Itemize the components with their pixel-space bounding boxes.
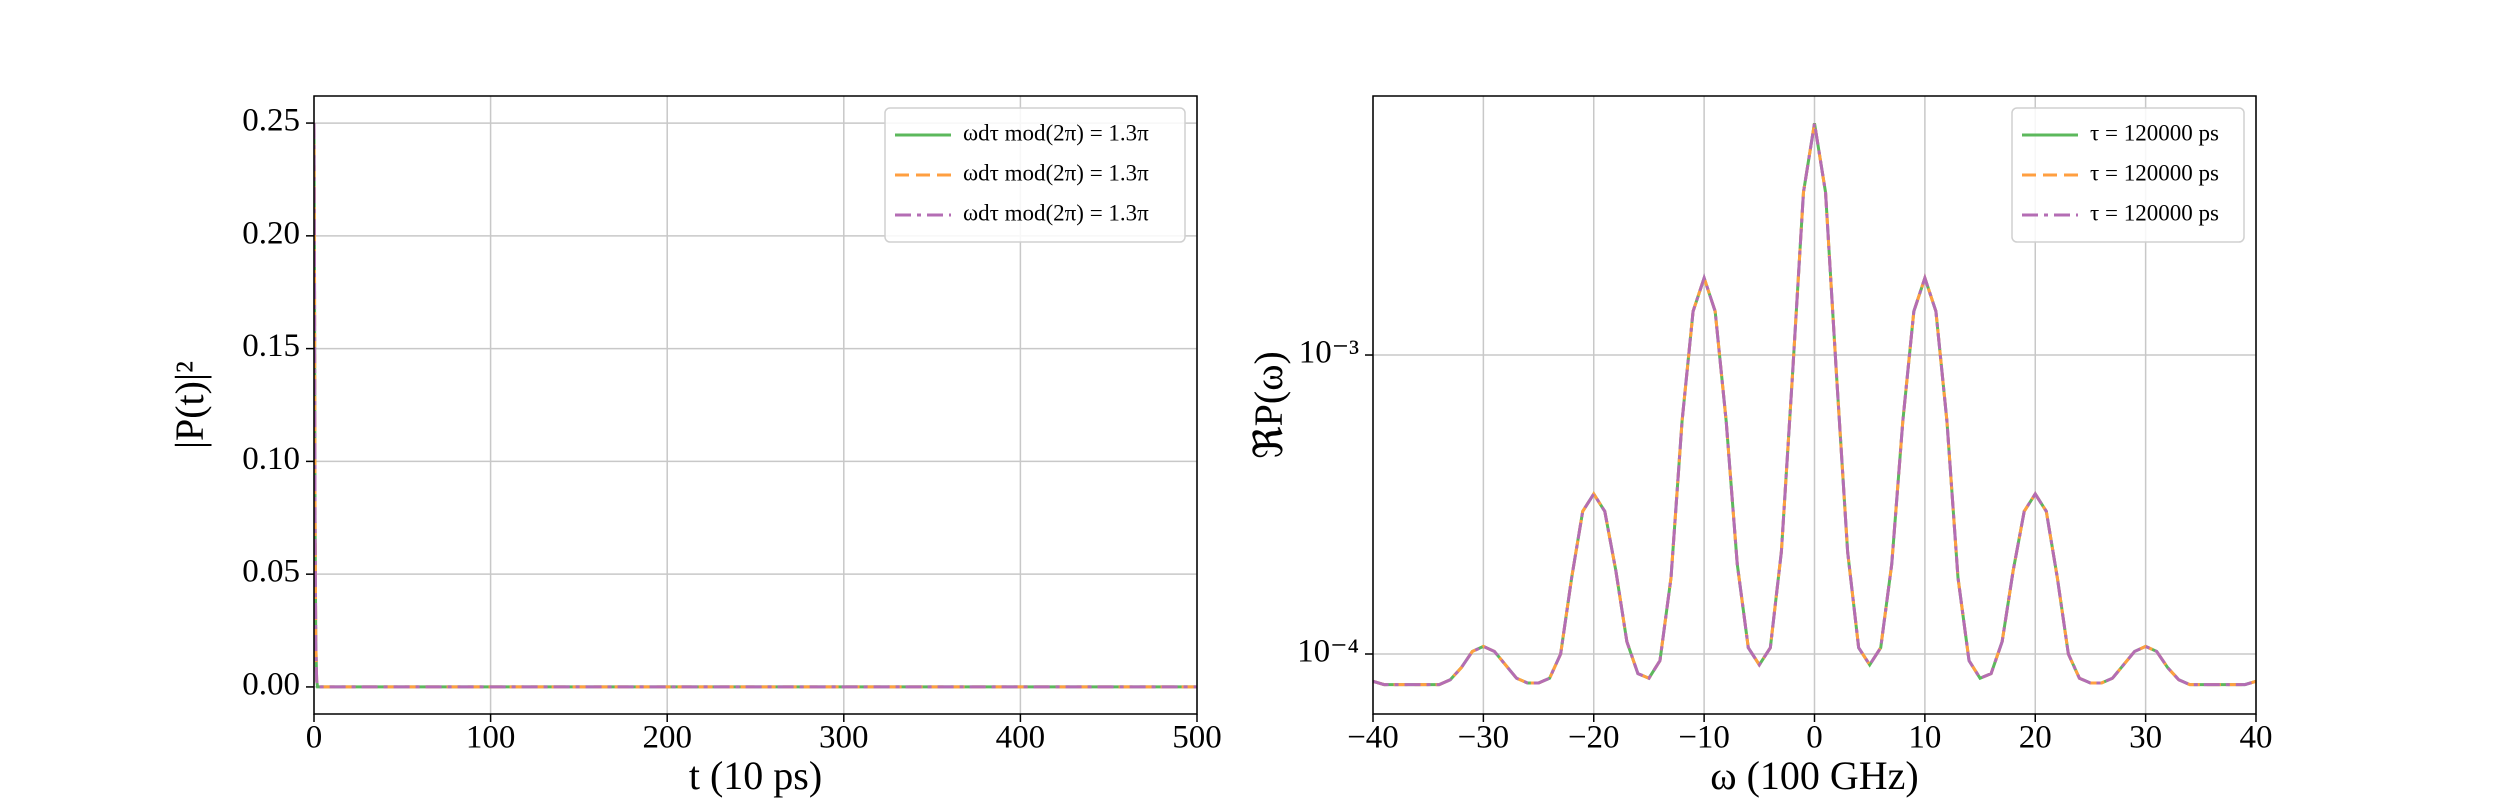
legend-label: τ = 120000 ps	[2090, 160, 2219, 185]
panel: −40 −30 −20 −10 0 10 20 30 40 10⁻⁴ 10⁻³ ω (100 GHz)…	[1246, 95, 2273, 798]
x-tick-label: 40	[2240, 720, 2273, 756]
y-tick-label: 0.05	[242, 554, 300, 590]
x-axis-label: ω (100 GHz)	[1710, 753, 1919, 798]
x-tick-label: −40	[1347, 720, 1399, 756]
y-tick-label: 10⁻⁴	[1297, 634, 1359, 670]
y-tick-label: 0.10	[242, 441, 300, 477]
x-tick-label: 10	[1908, 720, 1941, 756]
legend-box	[2011, 107, 2245, 243]
plot-frame	[1372, 95, 2257, 715]
series-line	[1373, 122, 2256, 687]
x-tick-label: 300	[819, 720, 869, 756]
x-tick-label: 0	[1806, 720, 1823, 756]
y-tick-label: 10⁻³	[1299, 335, 1359, 371]
legend-label: ωdτ mod(2π) = 1.3π	[963, 200, 1149, 225]
y-axis-label: |P(t)|²	[167, 361, 212, 449]
y-tick-label: 0.00	[242, 667, 300, 703]
y-axis-label: ℜP(ω)	[1246, 351, 1291, 459]
legend-box	[884, 107, 1186, 243]
legend-label: τ = 120000 ps	[2090, 120, 2219, 145]
y-tick-label: 0.25	[242, 103, 300, 139]
x-tick-label: −20	[1568, 720, 1620, 756]
x-tick-label: 100	[466, 720, 516, 756]
x-tick-label: 30	[2129, 720, 2162, 756]
y-tick-label: 0.15	[242, 328, 300, 364]
panel: 0 100 200 300 400 500 0.00 0.05 0.10 0.15 0.20 0.25…	[167, 95, 1222, 798]
y-tick-label: 0.20	[242, 215, 300, 251]
legend-label: τ = 120000 ps	[2090, 200, 2219, 225]
x-tick-label: −10	[1678, 720, 1730, 756]
legend-label: ωdτ mod(2π) = 1.3π	[963, 120, 1149, 145]
x-tick-label: −30	[1458, 720, 1510, 756]
x-axis-label: t (10 ps)	[689, 753, 822, 798]
x-tick-label: 20	[2019, 720, 2052, 756]
legend-label: ωdτ mod(2π) = 1.3π	[963, 160, 1149, 185]
series-line	[1373, 122, 2256, 687]
series-line	[314, 123, 1197, 689]
x-tick-label: 500	[1172, 720, 1222, 756]
plot-frame	[313, 95, 1198, 715]
x-tick-label: 400	[996, 720, 1046, 756]
x-tick-label: 0	[306, 720, 323, 756]
x-tick-label: 200	[642, 720, 692, 756]
